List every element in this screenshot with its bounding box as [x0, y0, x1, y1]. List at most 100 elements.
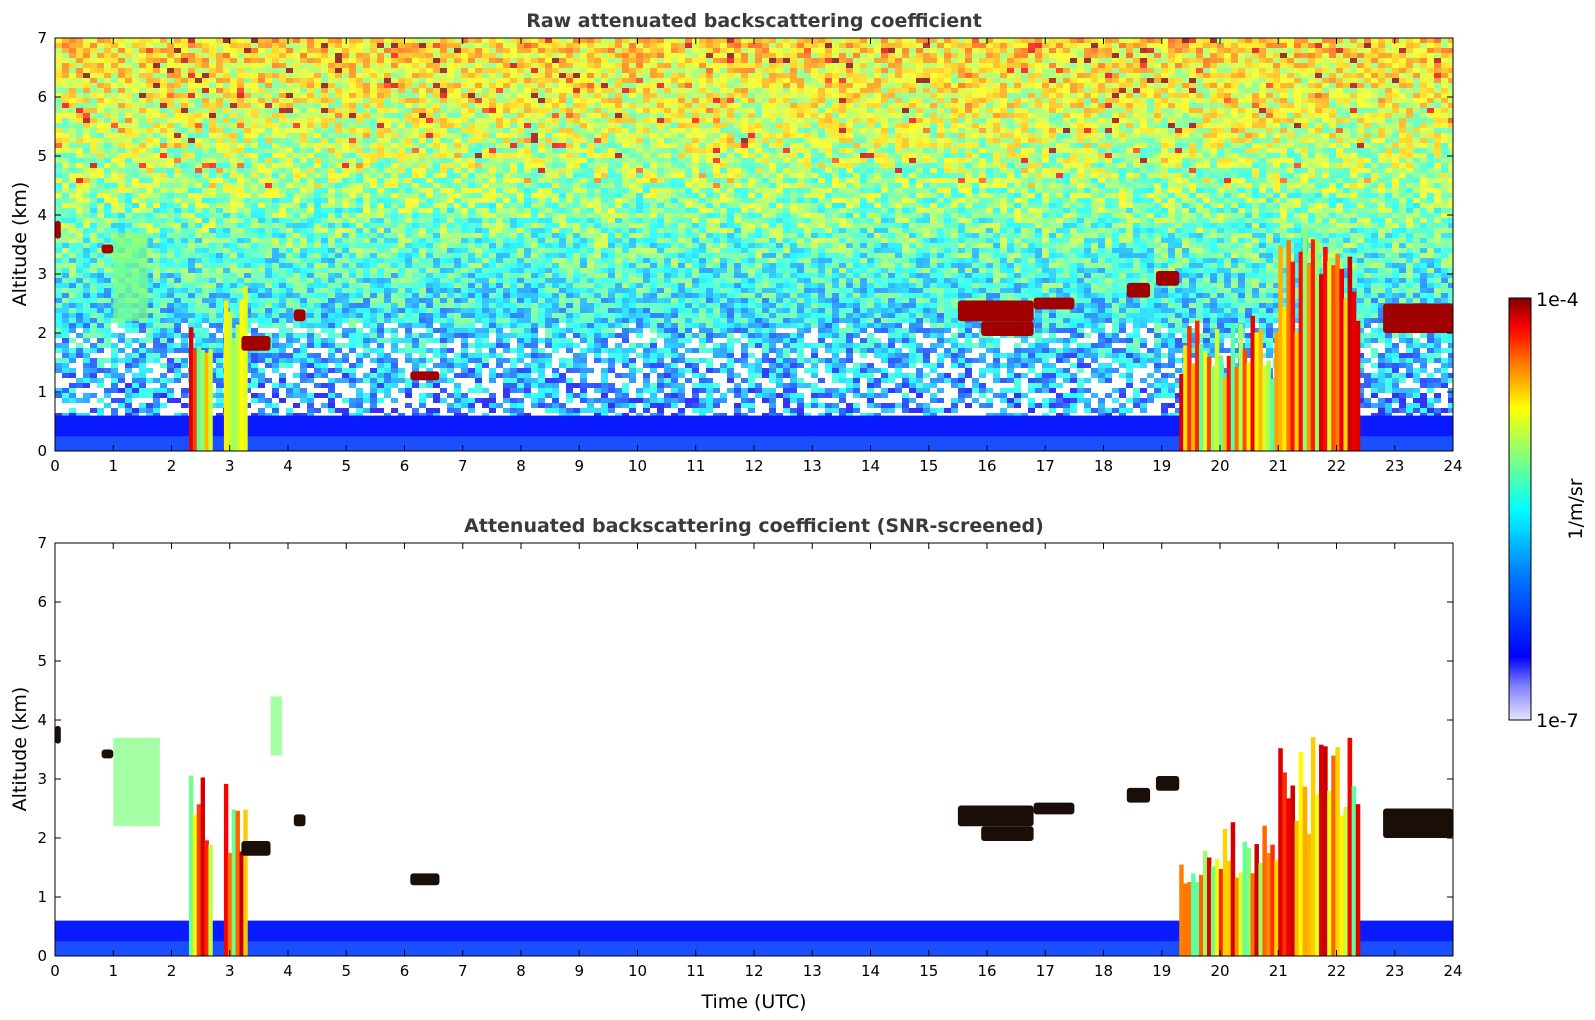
noise-cell [181, 98, 188, 103]
noise-cell [167, 133, 174, 138]
noise-cell [447, 98, 454, 103]
noise-cell [454, 43, 461, 48]
noise-cell [426, 93, 433, 98]
noise-cell [223, 88, 230, 93]
noise-cell [104, 43, 111, 48]
noise-cell [881, 133, 888, 138]
noise-cell [1098, 93, 1105, 98]
noise-cell [1000, 78, 1007, 83]
noise-cell [265, 68, 272, 73]
noise-cell [727, 153, 734, 158]
noise-cell [370, 108, 377, 113]
noise-cell [986, 68, 993, 73]
noise-cell [181, 123, 188, 128]
noise-cell [1266, 63, 1273, 68]
noise-cell [370, 118, 377, 123]
noise-cell [1014, 58, 1021, 63]
noise-cell [1420, 43, 1427, 48]
noise-cell [1070, 73, 1077, 78]
noise-cell [503, 138, 510, 143]
noise-cell [1385, 58, 1392, 63]
noise-cell [1105, 123, 1112, 128]
noise-cell [1217, 108, 1224, 113]
noise-cell [447, 133, 454, 138]
noise-cell [874, 128, 881, 133]
noise-cell [601, 138, 608, 143]
noise-cell [209, 78, 216, 83]
noise-cell [244, 78, 251, 83]
noise-cell [209, 88, 216, 93]
noise-cell [685, 63, 692, 68]
noise-cell [867, 138, 874, 143]
noise-cell [566, 143, 573, 148]
noise-cell [972, 78, 979, 83]
noise-cell [55, 143, 62, 148]
noise-cell [657, 98, 664, 103]
noise-cell [83, 68, 90, 73]
noise-cell [559, 38, 566, 43]
noise-cell [958, 113, 965, 118]
noise-cell [1084, 43, 1091, 48]
noise-cell [1252, 63, 1259, 68]
noise-cell [1392, 58, 1399, 63]
noise-cell [559, 68, 566, 73]
noise-cell [909, 118, 916, 123]
noise-cell [1154, 38, 1161, 43]
noise-cell [1077, 158, 1084, 163]
noise-cell [587, 53, 594, 58]
noise-cell [496, 83, 503, 88]
noise-cell [1280, 133, 1287, 138]
noise-cell [1273, 93, 1280, 98]
noise-cell [874, 43, 881, 48]
noise-cell [335, 118, 342, 123]
noise-cell [125, 83, 132, 88]
noise-cell [636, 48, 643, 53]
noise-cell [685, 153, 692, 158]
noise-cell [748, 148, 755, 153]
noise-cell [1042, 98, 1049, 103]
noise-cell [685, 78, 692, 83]
noise-cell [1357, 38, 1364, 43]
noise-cell [1217, 103, 1224, 108]
noise-cell [181, 53, 188, 58]
noise-cell [755, 88, 762, 93]
noise-cell [1168, 123, 1175, 128]
noise-cell [1273, 53, 1280, 58]
noise-cell [1357, 63, 1364, 68]
noise-cell [860, 158, 867, 163]
noise-cell [692, 78, 699, 83]
noise-cell [1154, 158, 1161, 163]
noise-cell [1371, 48, 1378, 53]
noise-cell [433, 153, 440, 158]
noise-cell [1280, 68, 1287, 73]
noise-cell [1196, 43, 1203, 48]
noise-cell [1371, 123, 1378, 128]
noise-cell [1063, 108, 1070, 113]
noise-cell [1329, 148, 1336, 153]
noise-cell [1280, 138, 1287, 143]
noise-cell [846, 148, 853, 153]
noise-cell [174, 128, 181, 133]
noise-cell [1308, 93, 1315, 98]
noise-cell [776, 103, 783, 108]
noise-cell [391, 38, 398, 43]
noise-cell [895, 83, 902, 88]
noise-cell [951, 58, 958, 63]
noise-cell [1315, 143, 1322, 148]
noise-cell [594, 78, 601, 83]
noise-cell [447, 73, 454, 78]
noise-cell [741, 48, 748, 53]
noise-cell [657, 158, 664, 163]
noise-cell [867, 143, 874, 148]
noise-cell [909, 158, 916, 163]
noise-cell [349, 108, 356, 113]
noise-cell [1112, 143, 1119, 148]
noise-cell [685, 38, 692, 43]
noise-cell [1441, 53, 1448, 58]
noise-cell [258, 108, 265, 113]
noise-cell [377, 88, 384, 93]
noise-cell [657, 123, 664, 128]
noise-cell [377, 103, 384, 108]
noise-cell [552, 128, 559, 133]
noise-cell [860, 118, 867, 123]
